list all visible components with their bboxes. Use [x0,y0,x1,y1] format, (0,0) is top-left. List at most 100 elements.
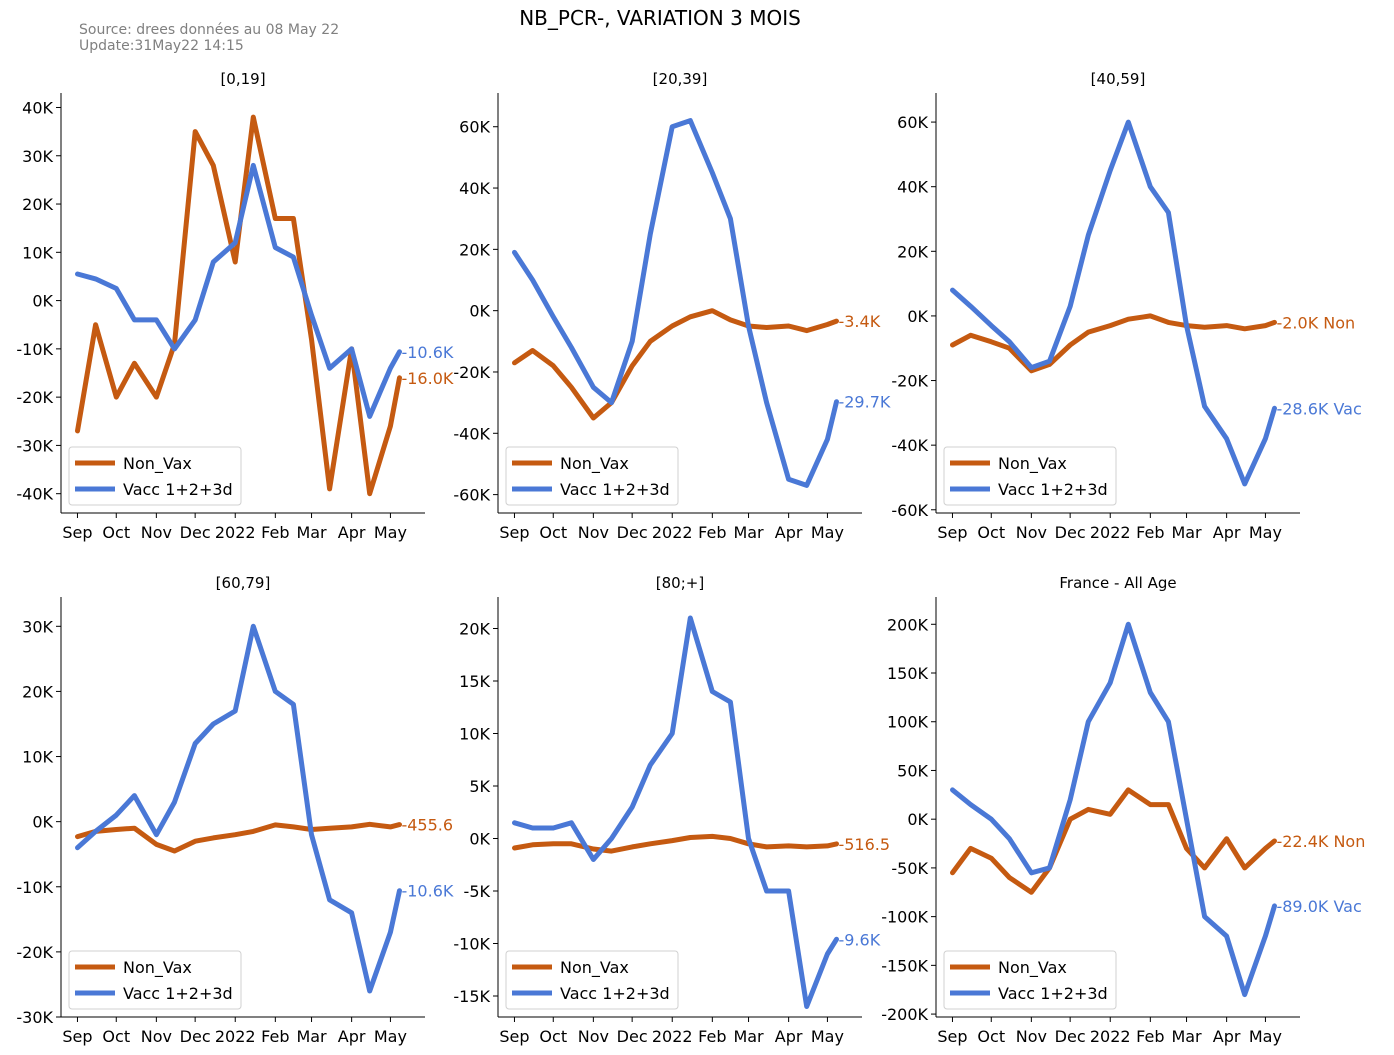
y-tick-label: -40K [891,436,928,455]
x-tick-label: Mar [733,1027,764,1046]
y-tick-label: -10K [16,340,53,359]
chart-panel-5: [80;+] -15K -10K -5K 0K 5K 10K 15K 20K Sep Oct Nov D… [453,574,890,1046]
x-tick-label: Sep [62,1027,92,1046]
y-tick-label: -20K [16,943,53,962]
x-tick-label: Apr [775,523,803,542]
y-tick-label: 30K [22,147,53,166]
y-tick-label: 0K [469,830,490,849]
x-tick-label: Nov [578,523,609,542]
series-end-label: -455.6 [401,816,453,835]
chart-panel-3: [40,59] -60K -40K -20K 0K 20K 40K 60K Sep Oct Nov D… [891,70,1361,542]
y-tick-label: -30K [16,1008,53,1027]
series-line-non-vax [75,821,402,854]
series-end-label: -10.6K [401,882,453,901]
y-tick-label: -200K [881,1005,928,1024]
legend-label: Vacc 1+2+3d [560,984,670,1003]
series-end-label: -22.4K Non [1276,832,1365,851]
x-tick-label: Dec [180,1027,211,1046]
y-tick-label: -100K [881,908,928,927]
series-line-non-vax [950,313,1277,374]
series-line-vacc [75,162,402,419]
x-tick-label: Mar [296,523,327,542]
x-tick-label: Feb [1136,1027,1164,1046]
x-tick-label: Sep [62,523,92,542]
panel-title: [40,59] [1091,70,1146,88]
x-tick-label: Sep [499,523,529,542]
chart-panel-6: France - All Age -200K -150K -100K -50K 0K 50K… [881,574,1365,1046]
y-tick-label: 150K [887,664,929,683]
y-tick-label: 50K [897,761,928,780]
x-tick-label: Feb [261,1027,289,1046]
legend-label: Vacc 1+2+3d [123,984,233,1003]
y-tick-label: 60K [897,113,928,132]
panel-title: [0,19] [220,70,265,88]
y-tick-label: 40K [459,179,490,198]
x-tick-label: Oct [539,1027,567,1046]
x-tick-label: Mar [1171,523,1202,542]
x-tick-label: Apr [338,523,366,542]
series-line-vacc [950,621,1277,998]
x-tick-label: Nov [141,523,172,542]
x-tick-label: May [1249,1027,1282,1046]
x-tick-label: Mar [296,1027,327,1046]
y-tick-label: 20K [897,242,928,261]
legend-label: Non_Vax [123,958,192,978]
source-text: Source: drees données au 08 May 22 [79,22,340,38]
x-tick-label: Dec [617,1027,648,1046]
panel-title: [60,79] [216,574,271,592]
series-line-non-vax [512,833,839,854]
series-line-vacc [512,615,839,1009]
y-tick-label: -60K [891,501,928,520]
y-tick-label: -20K [16,388,53,407]
chart-panel-2: [20,39] -60K -40K -20K 0K 20K 40K 60K Sep Oct Nov D… [453,70,891,542]
figure-title: NB_PCR-, VARIATION 3 MOIS [519,6,801,30]
y-tick-label: -150K [881,956,928,975]
x-tick-label: Sep [937,523,967,542]
y-tick-label: -5K [464,882,491,901]
y-tick-label: 40K [22,98,53,117]
x-tick-label: Dec [1055,1027,1086,1046]
series-end-label: -16.0K [401,369,453,388]
series-end-label: -89.0K Vac [1276,897,1361,916]
y-tick-label: 10K [22,243,53,262]
y-tick-label: 60K [459,118,490,137]
update-text: Update:31May22 14:15 [79,38,244,54]
legend-label: Non_Vax [998,454,1067,474]
y-tick-label: 20K [459,620,490,639]
x-tick-label: May [374,523,407,542]
y-tick-label: -40K [453,424,490,443]
x-tick-label: Apr [338,1027,366,1046]
legend-label: Vacc 1+2+3d [560,480,670,499]
y-tick-label: 5K [469,777,490,796]
x-tick-label: 2022 [652,523,693,542]
x-tick-label: May [374,1027,407,1046]
x-tick-label: 2022 [652,1027,693,1046]
x-tick-label: Feb [698,1027,726,1046]
y-tick-label: 40K [897,178,928,197]
legend-label: Non_Vax [560,958,629,978]
x-tick-label: Nov [141,1027,172,1046]
x-tick-label: 2022 [1090,1027,1131,1046]
y-tick-label: 15K [459,672,490,691]
y-tick-label: -15K [453,987,490,1006]
panel-title: [20,39] [653,70,708,88]
legend-label: Non_Vax [998,958,1067,978]
y-tick-label: -20K [453,363,490,382]
series-end-label: -2.0K Non [1276,313,1355,332]
legend-label: Non_Vax [560,454,629,474]
y-tick-label: -40K [16,485,53,504]
y-tick-label: 10K [22,748,53,767]
x-tick-label: Feb [698,523,726,542]
chart-panel-1: [0,19] -40K -30K -20K -10K 0K 10K 20K 30K 40K Sep O… [16,70,454,542]
x-tick-label: Oct [977,1027,1005,1046]
x-tick-label: Oct [102,523,130,542]
x-tick-label: Oct [977,523,1005,542]
x-tick-label: Apr [1213,1027,1241,1046]
series-end-label: -10.6K [401,343,453,362]
series-end-label: -29.7K [838,393,890,412]
y-tick-label: 0K [32,813,53,832]
y-tick-label: -30K [16,436,53,455]
series-line-vacc [950,119,1277,487]
x-tick-label: Nov [1016,1027,1047,1046]
